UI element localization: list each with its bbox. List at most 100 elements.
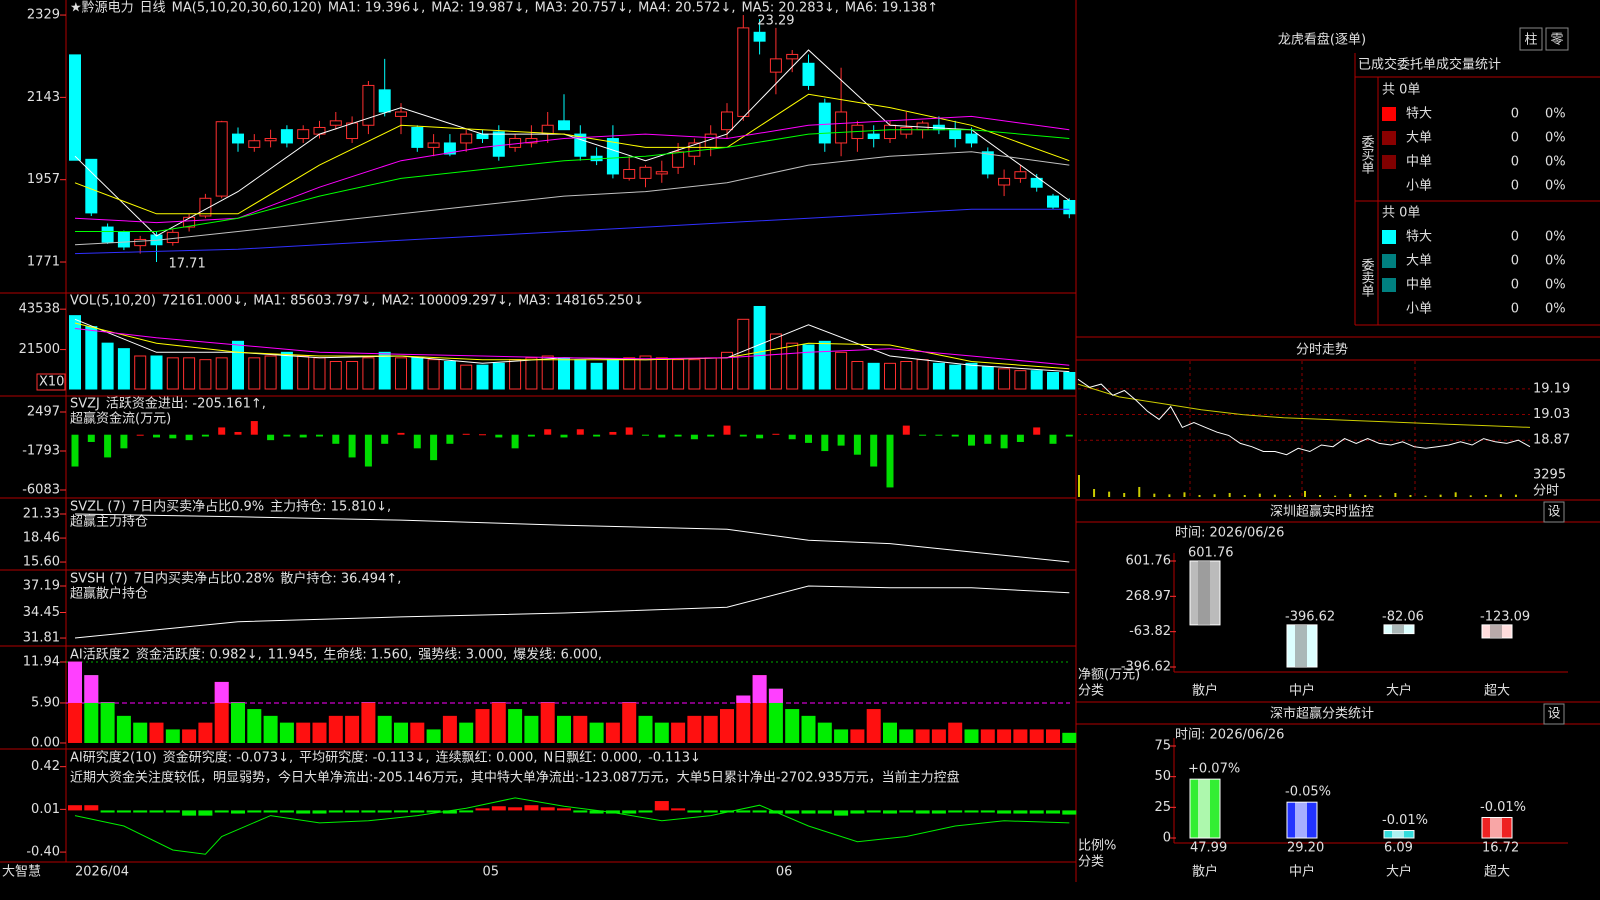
candle-body — [199, 197, 212, 217]
intraday-volume — [1153, 493, 1156, 497]
volume-bar — [1030, 370, 1043, 390]
flow-bar — [1016, 434, 1024, 442]
candle-body — [101, 226, 114, 243]
intraday-volume — [1394, 492, 1397, 497]
candle-body — [183, 216, 196, 228]
activity-bar — [703, 715, 718, 743]
research-bar — [654, 801, 669, 811]
activity-bar — [687, 715, 702, 743]
button-label[interactable]: 设 — [1547, 505, 1560, 520]
research-bar — [182, 810, 197, 816]
research-bar — [84, 805, 99, 811]
color-swatch — [1382, 131, 1396, 145]
flow-bar — [430, 434, 438, 461]
x-tick-label: 散户 — [1192, 864, 1218, 880]
order-pct: 0% — [1545, 254, 1566, 269]
candle-body — [232, 133, 244, 144]
value-label: 601.76 — [1188, 546, 1234, 561]
analysis-note: 近期大资金关注度较低，明显弱势，今日大单净流出:-205.146万元，其中特大单… — [70, 770, 960, 786]
order-pct: 0% — [1545, 107, 1566, 122]
flow-bar — [576, 429, 584, 435]
flow-bar — [935, 434, 943, 436]
volume-bar — [590, 362, 603, 390]
flow-bar — [316, 434, 323, 437]
order-type: 小单 — [1406, 302, 1432, 317]
volume-bar — [900, 360, 913, 390]
button[interactable] — [1543, 501, 1565, 523]
research-bar — [100, 810, 115, 813]
flow-bar — [511, 434, 519, 449]
research-bar — [377, 810, 392, 813]
panel-title: 龙虎看盘(逐单) — [1278, 32, 1366, 48]
unit-label: X10 — [39, 375, 64, 390]
activity-bar — [931, 729, 946, 743]
flow-bar — [250, 421, 258, 435]
volume-bar — [932, 362, 945, 390]
flow-bar — [723, 425, 731, 435]
activity-bar — [834, 729, 849, 743]
activity-bar — [622, 702, 637, 743]
bar-shade — [1490, 624, 1502, 638]
research-line — [74, 797, 1070, 855]
ma-line — [74, 93, 1070, 215]
activity-bar — [361, 702, 376, 743]
high-label: 23.29 — [757, 14, 794, 29]
flow-bar — [169, 434, 177, 439]
average-line — [1077, 383, 1531, 428]
flow-bar — [234, 431, 242, 435]
activity-bar — [263, 715, 278, 743]
volume-bar — [639, 355, 652, 390]
holding-line — [74, 585, 1070, 639]
legend-item: 连续飘红: 0.000, — [436, 750, 538, 766]
button-label[interactable]: 柱 — [1524, 33, 1537, 48]
y-tick-label: 18.87 — [1533, 433, 1570, 448]
research-bar — [214, 810, 229, 813]
flow-bar — [381, 434, 389, 444]
date-label: 2026/04 — [75, 865, 129, 880]
flow-bar — [886, 434, 894, 488]
volume-bar — [525, 357, 538, 390]
candle-body — [166, 231, 179, 244]
candle-body — [525, 138, 538, 144]
legend-item: VOL(5,10,20) — [70, 294, 156, 309]
button-label[interactable]: 设 — [1547, 707, 1560, 722]
x-axis-label: 分类 — [1078, 855, 1104, 870]
candle-body — [264, 138, 277, 142]
volume-bar — [378, 351, 391, 390]
legend-item: MA2: 100009.297↓, — [381, 294, 512, 309]
research-bar — [687, 810, 702, 813]
activity-bar — [491, 702, 506, 743]
volume-bar — [362, 357, 375, 390]
flow-bar — [201, 434, 209, 437]
activity-bar — [345, 715, 360, 743]
button[interactable] — [1519, 27, 1543, 51]
volume-bar — [183, 357, 196, 390]
button[interactable] — [1545, 27, 1569, 51]
legend-item: SVSH (7) — [70, 572, 128, 587]
volume-bar — [851, 360, 864, 390]
button-label[interactable]: 零 — [1550, 33, 1563, 48]
candle-body — [427, 142, 440, 148]
date-label: 06 — [776, 865, 793, 880]
intraday-volume — [1078, 475, 1080, 497]
activity-bar — [442, 715, 457, 743]
volume-bar — [606, 359, 619, 390]
flow-bar — [71, 434, 79, 467]
candle-body — [378, 89, 391, 113]
flow-bar — [919, 434, 927, 436]
flow-bar — [772, 433, 780, 435]
y-tick-label: -63.82 — [1129, 624, 1171, 639]
activity-bar — [475, 709, 490, 743]
flow-bar — [593, 434, 601, 437]
activity-bar — [899, 729, 914, 743]
flow-bar — [283, 434, 291, 437]
unit-box — [36, 373, 66, 391]
research-bar — [247, 810, 262, 813]
ma-line — [74, 208, 1070, 255]
x-axis-label: 分类 — [1078, 684, 1104, 699]
candle-body — [362, 84, 375, 126]
legend-item: 7日内买卖净占比0.28% — [134, 571, 275, 587]
button[interactable] — [1543, 703, 1565, 725]
flow-bar — [837, 434, 845, 446]
